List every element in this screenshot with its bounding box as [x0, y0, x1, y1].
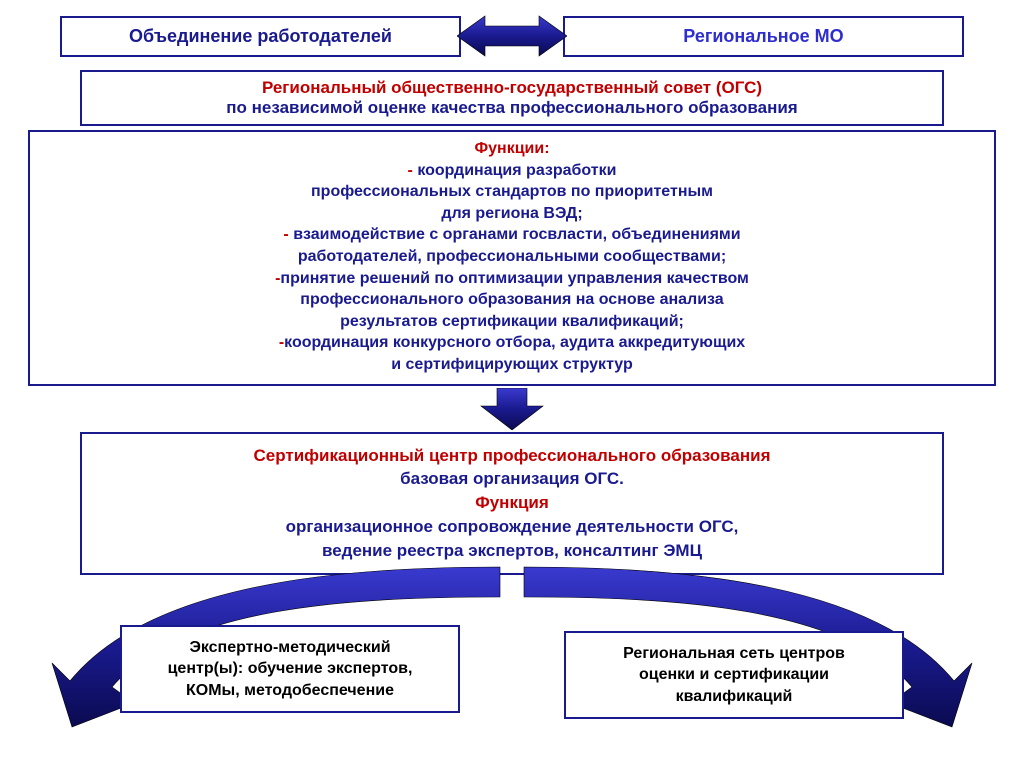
bottom-left-line: Экспертно-методический	[136, 637, 444, 659]
employers-union-box: Объединение работодателей	[60, 16, 461, 57]
bottom-left-line: КОМы, методобеспечение	[136, 680, 444, 702]
function-item: - координация разработки профессиональны…	[44, 160, 980, 225]
regional-network-box: Региональная сеть центров оценки и серти…	[564, 631, 904, 720]
ogs-council-box: Региональный общественно-государственный…	[80, 70, 944, 126]
top-row: Объединение работодателей Региональное М…	[0, 0, 1024, 58]
cert-title: Сертификационный центр профессионального…	[96, 444, 928, 468]
function-item: - взаимодействие с органами госвласти, о…	[44, 224, 980, 267]
bottom-right-line: квалификаций	[580, 686, 888, 708]
cert-line: базовая организация ОГС.	[96, 467, 928, 491]
functions-title: Функции:	[44, 138, 980, 160]
down-arrow-icon	[0, 388, 1024, 430]
function-item: -координация конкурсного отбора, аудита …	[44, 332, 980, 375]
bottom-right-line: Региональная сеть центров	[580, 643, 888, 665]
cert-line: организационное сопровождение деятельнос…	[96, 515, 928, 539]
regional-mo-box: Региональное МО	[563, 16, 964, 57]
function-item: -принятие решений по оптимизации управле…	[44, 268, 980, 333]
certification-center-box: Сертификационный центр профессионального…	[80, 432, 944, 575]
expert-methodical-center-box: Экспертно-методический центр(ы): обучени…	[120, 625, 460, 714]
bottom-split-row: Экспертно-методический центр(ы): обучени…	[0, 595, 1024, 745]
bidirectional-arrow-icon	[457, 14, 567, 58]
ogs-title: Региональный общественно-государственный…	[94, 78, 930, 98]
bottom-left-line: центр(ы): обучение экспертов,	[136, 658, 444, 680]
bottom-right-line: оценки и сертификации	[580, 664, 888, 686]
cert-function: Функция	[96, 491, 928, 515]
functions-box: Функции: - координация разработки профес…	[28, 130, 996, 386]
cert-line: ведение реестра экспертов, консалтинг ЭМ…	[96, 539, 928, 563]
ogs-subtitle: по независимой оценке качества профессио…	[94, 98, 930, 118]
